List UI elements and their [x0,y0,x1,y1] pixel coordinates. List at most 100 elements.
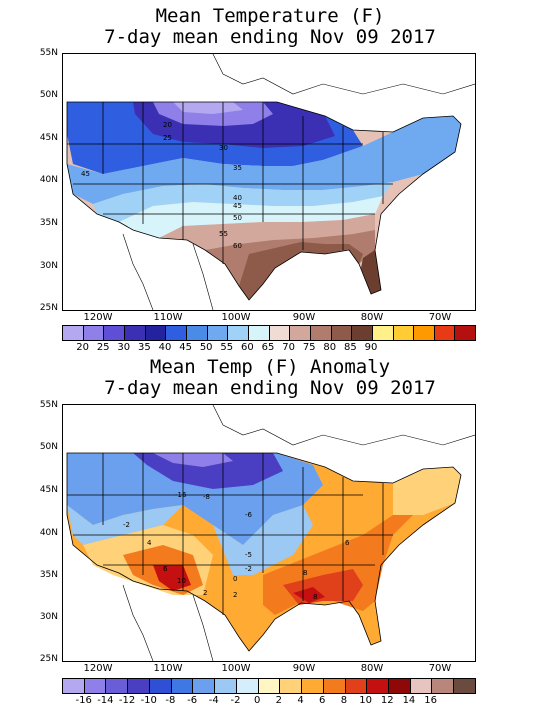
map-title-line2: 7-day mean ending Nov 09 2017 [104,26,436,48]
colorbar-label: -16 [75,695,92,706]
colorbar-cell [258,679,281,693]
colorbar-label: 35 [138,342,151,353]
lat-label: 25N [39,654,58,664]
lon-label: 80W [360,312,384,323]
colorbar-label: -6 [187,695,198,706]
contour-label: 30 [219,144,228,152]
colorbar-label: -4 [208,695,219,706]
colorbar-label: 30 [117,342,131,353]
lat-label: 35N [39,570,58,580]
colorbar-cell [290,326,311,340]
colorbar-cell [310,326,332,340]
colorbar-label: 4 [297,695,304,706]
contour-label: 50 [233,214,242,222]
colorbar-cell [215,679,237,693]
colorbar-label: 10 [359,695,372,706]
lat-label: 55N [39,400,58,410]
contour-label: 6 [345,539,350,547]
colorbar-label: 40 [158,342,172,353]
lat-label: 25N [39,303,58,313]
lon-label: 100W [221,663,251,674]
contour-label: -2 [123,521,130,529]
anomaly-boundaries [66,405,475,661]
contour-label: -16 [175,491,187,499]
colorbar-label: 20 [76,342,89,353]
contour-label: 4 [147,539,152,547]
colorbar-cell [83,326,105,340]
colorbar-cell [269,326,291,340]
colorbar-label: 70 [282,342,295,353]
colorbar-label: 16 [424,695,437,706]
colorbar-label: -8 [165,695,176,706]
colorbar-label: -14 [97,695,114,706]
colorbar-label: 90 [364,342,378,353]
temperature-fill [67,102,461,300]
colorbar-cell [106,679,129,693]
temperature-colorbar [62,325,476,341]
colorbar-cell [193,679,216,693]
colorbar-cell [372,326,394,340]
contour-label: 10 [177,577,186,585]
colorbar-label: -12 [118,695,136,706]
colorbar-cell [389,679,411,693]
colorbar-label: 8 [340,695,348,706]
colorbar-cell [149,679,172,693]
lon-label: 100W [221,312,251,323]
colorbar-label: 6 [319,695,326,706]
anomaly-contour-labels: -16 -8 -2 -6 -5 -2 4 6 10 2 0 2 8 6 8 [123,491,350,601]
contour-label: -8 [203,493,210,501]
colorbar-label: 75 [302,342,316,353]
colorbar-cell [434,326,456,340]
lat-label: 30N [39,261,58,271]
temperature-map: 20 25 30 35 40 45 45 50 55 60 [62,53,476,311]
colorbar-cell [228,326,249,340]
lon-label: 70W [428,312,452,323]
anomaly-colorbar [62,678,476,694]
colorbar-cell [367,679,390,693]
contour-label: 8 [303,569,307,577]
lat-label: 55N [39,48,58,58]
map-title-line1: Mean Temperature (F) [155,5,385,27]
lon-label: 110W [153,312,183,323]
colorbar-cell [302,679,324,693]
colorbar-label: 55 [220,342,234,353]
colorbar-label: 85 [344,342,357,353]
contour-label: 2 [203,589,207,597]
contour-label: 40 [233,194,242,202]
lat-label: 50N [39,442,58,452]
colorbar-label: 45 [179,342,192,353]
contour-label: 2 [233,591,237,599]
colorbar-cell [393,326,415,340]
contour-label: 20 [163,121,172,129]
anomaly-title-line2: 7-day mean ending Nov 09 2017 [104,377,436,399]
colorbar-cell [104,326,125,340]
colorbar-label: -2 [230,695,241,706]
anomaly-map: -16 -8 -2 -6 -5 -2 4 6 10 2 0 2 8 6 8 [62,404,476,662]
contour-label: 35 [233,164,242,172]
colorbar-cell [432,679,455,693]
lat-label: 40N [39,528,58,538]
lon-label: 70W [428,663,452,674]
lon-label: 110W [153,663,183,674]
contour-label: -5 [245,551,252,559]
colorbar-cell [280,679,303,693]
colorbar-cell [323,679,346,693]
colorbar-cell [84,679,107,693]
colorbar-label: 14 [402,695,416,706]
colorbar-label: 60 [241,342,254,353]
colorbar-label: 2 [275,695,283,706]
contour-label: 55 [219,230,228,238]
colorbar-cell [345,679,368,693]
colorbar-cell [186,326,208,340]
lon-label: 120W [83,663,113,674]
lon-label: 90W [292,312,316,323]
lon-label: 90W [292,663,316,674]
colorbar-cell [63,326,84,340]
colorbar-label: -10 [140,695,157,706]
lat-label: 45N [39,485,58,495]
colorbar-cell [166,326,187,340]
lat-label: 35N [39,218,58,228]
lat-label: 45N [39,133,58,143]
contour-label: -6 [245,511,253,519]
lon-label: 120W [83,312,113,323]
